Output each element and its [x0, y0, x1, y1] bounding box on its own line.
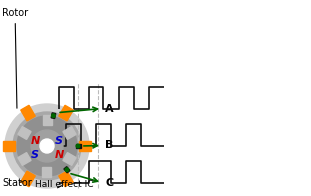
Bar	[43, 167, 52, 177]
Text: C: C	[105, 178, 113, 188]
Circle shape	[31, 130, 63, 162]
Text: B: B	[105, 141, 114, 151]
Text: N: N	[30, 135, 39, 145]
Circle shape	[13, 112, 81, 180]
FancyBboxPatch shape	[59, 171, 73, 187]
Bar	[63, 153, 76, 165]
Bar	[43, 115, 52, 125]
Circle shape	[65, 168, 69, 172]
Bar	[76, 144, 81, 148]
Bar	[51, 113, 56, 119]
Circle shape	[76, 144, 80, 148]
FancyBboxPatch shape	[21, 171, 35, 187]
Text: S: S	[31, 150, 39, 160]
Bar	[63, 127, 76, 139]
FancyBboxPatch shape	[21, 105, 35, 121]
FancyBboxPatch shape	[79, 141, 91, 151]
Text: Rotor: Rotor	[2, 8, 28, 108]
Bar	[18, 127, 31, 139]
Text: N: N	[54, 150, 64, 160]
FancyBboxPatch shape	[3, 141, 15, 151]
Circle shape	[17, 116, 77, 176]
Text: S: S	[55, 135, 63, 145]
Text: Hall effect IC: Hall effect IC	[35, 180, 94, 189]
Circle shape	[52, 114, 55, 117]
Bar	[64, 167, 70, 173]
Circle shape	[5, 104, 89, 188]
FancyBboxPatch shape	[59, 105, 73, 121]
Bar	[18, 153, 31, 165]
Text: Stator: Stator	[2, 178, 32, 188]
Text: A: A	[105, 103, 114, 113]
Circle shape	[40, 139, 54, 153]
